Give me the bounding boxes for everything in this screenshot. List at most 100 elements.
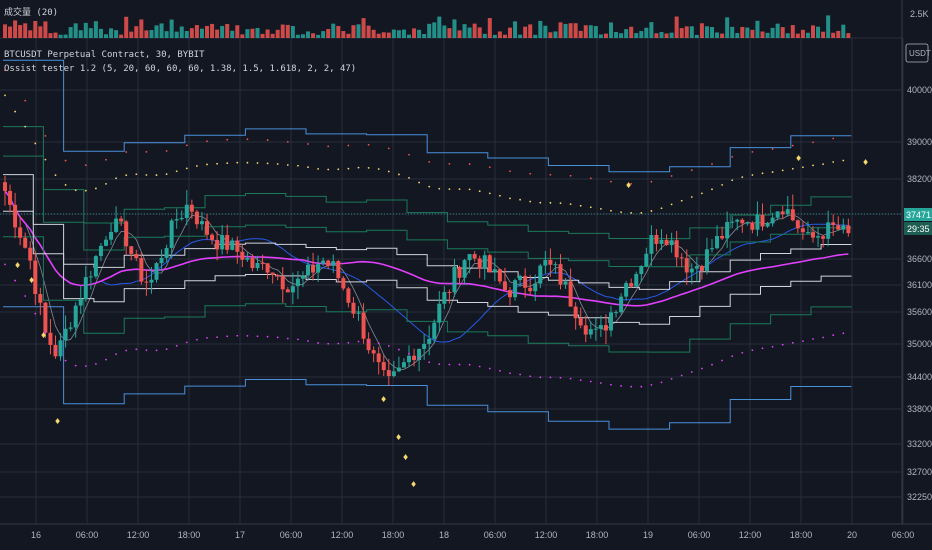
signal-dot	[741, 176, 744, 179]
volume-bar	[194, 25, 199, 38]
signal-dot	[771, 171, 774, 173]
band-line	[3, 126, 852, 240]
signal-dot	[246, 138, 249, 141]
signal-dot	[387, 147, 390, 150]
signal-dot	[115, 353, 117, 356]
volume-bar	[401, 29, 406, 38]
volume-bar	[513, 21, 518, 38]
signal-dot	[680, 199, 683, 202]
candle	[225, 235, 230, 250]
candle	[770, 217, 775, 224]
signal-dot	[620, 211, 622, 213]
time-tick-label: 18:00	[790, 530, 813, 540]
candle	[583, 325, 588, 335]
volume-bar	[790, 25, 795, 38]
candle	[295, 278, 300, 287]
candle	[654, 235, 659, 244]
signal-diamond: ♦	[402, 453, 409, 462]
signal-dot	[266, 162, 269, 165]
signal-dot	[266, 139, 269, 141]
volume-bar	[361, 18, 366, 38]
signal-dot	[297, 338, 299, 341]
signal-dot	[539, 376, 542, 379]
signal-dot	[690, 169, 693, 172]
volume-bar	[725, 17, 730, 38]
signal-dot	[802, 166, 804, 169]
candle	[33, 260, 38, 294]
candle	[351, 302, 356, 314]
candle	[361, 312, 366, 339]
candle	[356, 312, 361, 314]
signal-dot	[64, 359, 67, 362]
signal-dot	[216, 336, 219, 339]
signal-dot	[377, 342, 380, 345]
signal-dot	[256, 335, 259, 338]
volume-bar	[306, 31, 310, 38]
candle	[603, 325, 608, 331]
candle	[311, 264, 316, 273]
volume-bar	[164, 31, 169, 38]
candle	[391, 371, 396, 377]
signal-dot	[74, 189, 77, 192]
volume-bar	[639, 31, 644, 38]
candle	[376, 353, 381, 363]
candle	[497, 269, 502, 282]
candle	[43, 302, 48, 333]
signal-dot	[357, 166, 360, 169]
signal-dot	[367, 143, 370, 146]
signal-dot	[610, 383, 612, 386]
volume-bar	[139, 19, 144, 38]
volume-bar	[568, 23, 573, 38]
candle	[422, 343, 427, 349]
volume-bar	[225, 24, 230, 38]
candle	[780, 211, 785, 215]
volume-bar	[548, 32, 553, 38]
volume-bar	[265, 29, 270, 38]
signal-dot	[791, 144, 794, 147]
signal-dot	[842, 159, 845, 162]
signal-dot	[297, 164, 299, 167]
signal-dot	[610, 180, 612, 183]
signal-dot	[84, 189, 87, 192]
volume-bar	[189, 28, 194, 38]
candle	[528, 287, 533, 292]
signal-dot	[145, 150, 148, 153]
volume-bar	[311, 33, 316, 38]
signal-dot	[115, 177, 117, 180]
candle	[78, 299, 83, 306]
candle	[235, 240, 240, 252]
volume-bar	[210, 23, 215, 38]
volume-bar	[336, 26, 341, 38]
signal-dot	[458, 363, 461, 366]
candle	[487, 255, 492, 273]
signal-dot	[731, 179, 734, 182]
volume-bar	[28, 30, 33, 38]
candle	[366, 338, 371, 351]
signal-dot	[175, 344, 178, 347]
volume-bar	[159, 23, 164, 38]
signal-dot	[670, 175, 673, 177]
time-tick-label: 20	[847, 530, 857, 540]
signal-dot	[499, 194, 501, 197]
time-tick-label: 12:00	[331, 530, 354, 540]
signal-dot	[569, 203, 572, 206]
ma-line	[4, 190, 849, 307]
signal-dot	[236, 161, 239, 164]
signal-dot	[690, 196, 693, 198]
candle	[659, 239, 664, 244]
currency-badge[interactable]	[905, 43, 929, 63]
signal-dot	[832, 161, 835, 163]
candle	[321, 260, 326, 265]
countdown-tag	[904, 222, 932, 235]
signal-dot	[630, 182, 633, 185]
time-tick-label: 12:00	[535, 530, 558, 540]
volume-bar	[23, 23, 28, 38]
candle	[492, 269, 497, 273]
volume-bar	[563, 23, 568, 38]
candle	[629, 283, 634, 287]
volume-bar	[68, 27, 73, 38]
volume-bar	[805, 32, 810, 38]
signal-dot	[387, 170, 390, 173]
signal-dot	[620, 385, 622, 387]
